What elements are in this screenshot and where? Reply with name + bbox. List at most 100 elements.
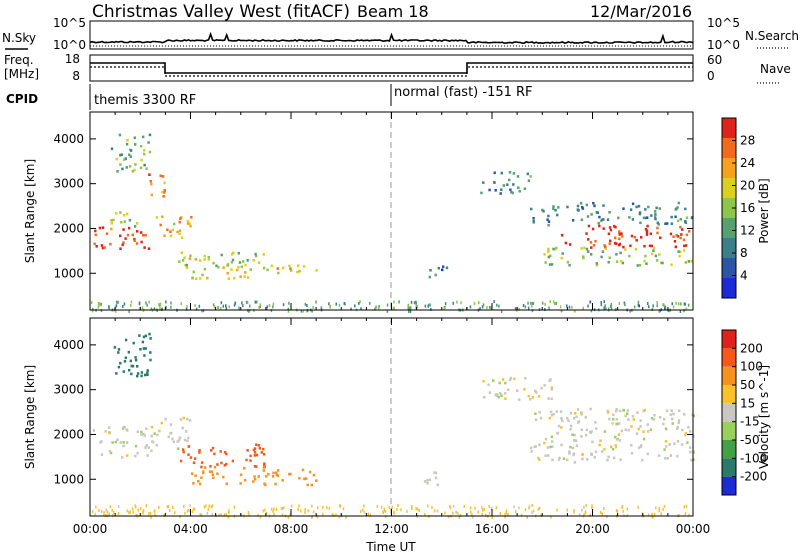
- velocity-cell: [680, 443, 684, 446]
- power-cell: [622, 207, 625, 210]
- velocity-cell: [131, 364, 135, 368]
- velocity-cell: [200, 465, 203, 469]
- velocity-cell: [109, 451, 113, 455]
- velocity-cell: [455, 510, 457, 514]
- velocity-cell: [220, 461, 223, 465]
- velocity-cell: [322, 505, 324, 509]
- velocity-cell: [663, 417, 666, 421]
- velocity-cell: [95, 505, 97, 509]
- velocity-cell: [495, 506, 498, 510]
- power-cell: [186, 305, 188, 309]
- velocity-cell: [650, 417, 654, 420]
- velocity-cell: [254, 477, 257, 481]
- velocity-cell: [585, 433, 588, 437]
- velocity-cell: [555, 410, 559, 413]
- power-cell: [148, 173, 151, 176]
- velocity-cell: [131, 507, 134, 511]
- power-cell: [631, 218, 635, 221]
- velocity-cell: [140, 507, 142, 510]
- velocity-cell: [262, 509, 265, 513]
- velocity-cell: [537, 507, 540, 511]
- velocity-cell: [433, 509, 436, 513]
- power-cell: [493, 181, 496, 184]
- power-cell: [670, 215, 673, 219]
- velocity-cell: [457, 511, 459, 515]
- power-cell: [622, 245, 625, 249]
- velocity-cell: [548, 379, 551, 383]
- power-cell: [532, 217, 535, 220]
- power-cell: [552, 205, 555, 208]
- velocity-cell: [594, 421, 597, 424]
- power-cell: [674, 208, 677, 211]
- power-cell: [676, 219, 680, 223]
- velocity-cell: [156, 433, 159, 437]
- power-cell: [184, 263, 187, 267]
- power-cell: [119, 247, 122, 250]
- velocity-cell: [665, 409, 669, 413]
- velocity-cell: [264, 475, 268, 478]
- power-cell: [638, 304, 641, 308]
- velocity-cells: [91, 332, 695, 519]
- velocity-cell: [537, 456, 540, 460]
- velocity-cell: [617, 433, 621, 436]
- power-colorbar-tick-label: 12: [740, 224, 755, 238]
- velocity-cell: [174, 511, 176, 515]
- power-cell: [621, 235, 624, 238]
- velocity-cell: [363, 510, 366, 514]
- velocity-cell: [527, 394, 530, 398]
- power-cell: [610, 302, 613, 306]
- power-cell: [215, 264, 218, 268]
- power-cell: [212, 303, 215, 307]
- velocity-cell: [627, 418, 630, 421]
- velocity-cell: [301, 468, 305, 472]
- power-cell: [654, 213, 657, 216]
- power-cell: [159, 302, 162, 306]
- power-cell: [213, 305, 216, 309]
- power-cell: [530, 207, 533, 211]
- power-cell: [568, 305, 571, 309]
- velocity-cell: [568, 452, 571, 455]
- power-cell: [659, 236, 662, 240]
- velocity-cell: [172, 506, 174, 510]
- velocity-cell: [591, 440, 594, 444]
- velocity-cell: [534, 389, 537, 393]
- velocity-cell: [616, 437, 620, 441]
- power-cell: [393, 300, 395, 304]
- power-cell: [585, 203, 589, 207]
- velocity-cell: [487, 383, 490, 387]
- velocity-cell: [681, 428, 684, 432]
- velocity-cell: [281, 506, 284, 510]
- velocity-cell: [103, 511, 105, 514]
- date-label: 12/Mar/2016: [590, 2, 692, 21]
- velocity-cell: [569, 428, 572, 431]
- power-cell: [445, 266, 449, 270]
- velocity-cell: [220, 513, 222, 517]
- power-cell: [288, 301, 290, 305]
- power-cell: [561, 252, 564, 255]
- power-colorbar-label: Power [dB]: [757, 178, 771, 243]
- velocity-cell: [249, 459, 252, 462]
- power-cell: [202, 309, 205, 313]
- velocity-cell: [689, 450, 692, 454]
- power-cell: [480, 191, 483, 195]
- velocity-cell: [503, 392, 507, 395]
- velocity-cell: [490, 507, 493, 510]
- velocity-cell: [483, 507, 485, 511]
- power-cell: [531, 304, 533, 308]
- power-cell: [673, 240, 677, 243]
- power-cell: [143, 152, 146, 156]
- velocity-cell: [607, 455, 610, 459]
- power-cell: [119, 163, 122, 166]
- velocity-cell: [122, 444, 125, 448]
- power-cell: [115, 157, 118, 161]
- power-cell: [644, 216, 647, 220]
- velocity-cell: [669, 413, 672, 416]
- velocity-cell: [108, 426, 111, 429]
- power-cell: [518, 307, 520, 311]
- power-cell: [441, 268, 444, 272]
- velocity-cell: [411, 505, 413, 508]
- power-cell: [581, 207, 585, 210]
- power-cell: [354, 304, 356, 308]
- velocity-cell: [146, 369, 149, 372]
- power-cell: [131, 233, 134, 237]
